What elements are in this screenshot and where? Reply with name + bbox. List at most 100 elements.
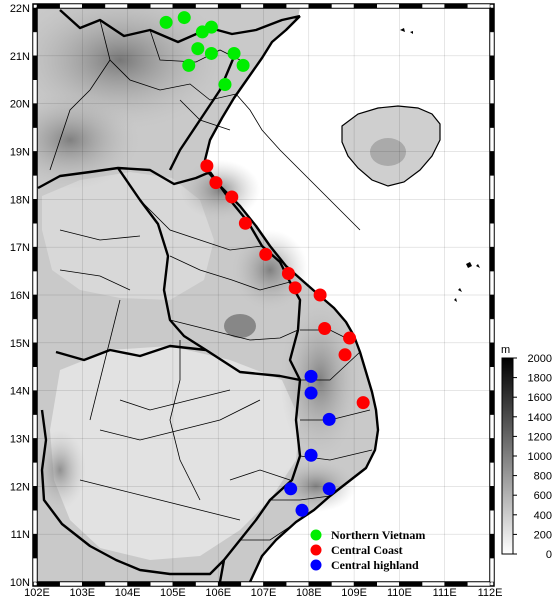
plateau: [42, 172, 214, 300]
frame-segment: [489, 462, 495, 487]
frame-segment: [444, 581, 468, 587]
frame-segment: [32, 414, 38, 439]
frame-segment: [32, 151, 38, 176]
frame-segment: [489, 366, 495, 391]
lat-label: 13N: [10, 434, 30, 446]
frame-segment: [489, 294, 495, 320]
lon-label: 110E: [387, 587, 412, 596]
frame-segment: [195, 581, 219, 587]
frame-segment: [467, 3, 491, 9]
frame-segment: [489, 510, 495, 535]
frame-segment: [150, 581, 174, 587]
legend-marker-central-highland: [310, 559, 322, 571]
colorbar-unit: m: [501, 344, 510, 356]
frame-segment: [489, 175, 495, 200]
legend-marker-central-coast: [310, 544, 322, 556]
annamite-shade-1: [180, 160, 260, 220]
frame-segment: [489, 199, 495, 224]
frame-segment: [308, 581, 332, 587]
frame-segment: [489, 486, 495, 511]
lat-label: 19N: [10, 147, 30, 159]
lat-label: 18N: [10, 194, 30, 206]
frame-segment: [489, 557, 495, 583]
frame-segment: [444, 3, 468, 9]
legend: Northern Vietnam Central Coast Central h…: [310, 528, 425, 572]
lat-label: 17N: [10, 242, 30, 254]
frame-segment: [399, 581, 423, 587]
frame-segment: [489, 270, 495, 296]
station-northern: [182, 58, 196, 72]
frame-segment: [32, 533, 38, 559]
frame-segment: [32, 223, 38, 248]
border-lines: [37, 9, 380, 582]
station-northern: [227, 46, 241, 60]
lat-label: 20N: [10, 99, 30, 111]
frame-segment: [32, 486, 38, 511]
frame-segment: [489, 7, 495, 33]
annamite-shade-2: [232, 230, 308, 310]
lon-label: 102E: [24, 587, 50, 596]
frame-segment: [353, 3, 378, 9]
frame-segment: [32, 557, 38, 583]
lat-label: 10N: [10, 577, 30, 589]
colorbar-label: 200: [534, 529, 552, 541]
frame-segment: [32, 199, 38, 224]
colorbar-label: 1000: [528, 451, 552, 463]
coast-islands: [400, 28, 413, 34]
station-central-coast: [209, 176, 223, 190]
frame-segment: [331, 581, 355, 587]
frame-segment: [489, 79, 495, 104]
frame-segment: [376, 3, 400, 9]
frame-segment: [32, 175, 38, 200]
frame-segment: [32, 390, 38, 415]
colorbar-scale: [501, 357, 514, 555]
map-frame: [32, 3, 495, 587]
lon-label: 108E: [296, 587, 322, 596]
station-central-highland: [284, 482, 298, 496]
frame-segment: [421, 3, 445, 9]
frame-segment: [489, 318, 495, 344]
station-central-highland: [304, 369, 318, 383]
frame-segment: [32, 7, 38, 33]
frame-segment: [32, 438, 38, 463]
frame-segment: [489, 127, 495, 152]
frame-segment: [376, 581, 400, 587]
legend-label-northern: Northern Vietnam: [331, 528, 425, 542]
lowland-plain: [50, 346, 300, 560]
frame-segment: [32, 55, 38, 80]
frame-segment: [217, 581, 242, 587]
frame-segment: [32, 318, 38, 344]
station-central-highland: [304, 386, 318, 400]
legend-marker-northern: [310, 529, 322, 541]
station-central-coast: [238, 216, 252, 230]
station-northern: [204, 46, 218, 60]
legend-label-central-highland: Central highland: [331, 558, 419, 572]
lon-label: 112E: [478, 587, 503, 596]
frame-segment: [32, 127, 38, 152]
frame-segment: [217, 3, 242, 9]
lon-label: 105E: [160, 587, 186, 596]
station-central-coast: [225, 190, 239, 204]
station-northern: [218, 78, 232, 92]
station-central-coast: [200, 159, 214, 173]
colorbar-label: 1400: [528, 412, 552, 424]
paracel-islands: [454, 262, 480, 302]
station-central-coast: [288, 281, 302, 295]
lon-label: 109E: [341, 587, 367, 596]
station-central-highland: [322, 482, 336, 496]
frame-segment: [172, 3, 196, 9]
frame-segment: [489, 55, 495, 80]
station-northern: [204, 20, 218, 34]
frame-segment: [32, 246, 38, 272]
station-northern: [177, 11, 191, 25]
station-central-coast: [318, 321, 332, 335]
station-northern: [236, 58, 250, 72]
lon-label: 106E: [205, 587, 231, 596]
colorbar: m 0 200 400 600 800 1000 1200 1400 1600 1800 2000: [501, 344, 552, 561]
south-highland-shade: [276, 460, 356, 512]
frame-segment: [82, 3, 106, 9]
frame-segment: [59, 581, 83, 587]
station-central-coast: [343, 331, 357, 345]
frame-segment: [36, 581, 60, 587]
frame-segment: [59, 3, 83, 9]
